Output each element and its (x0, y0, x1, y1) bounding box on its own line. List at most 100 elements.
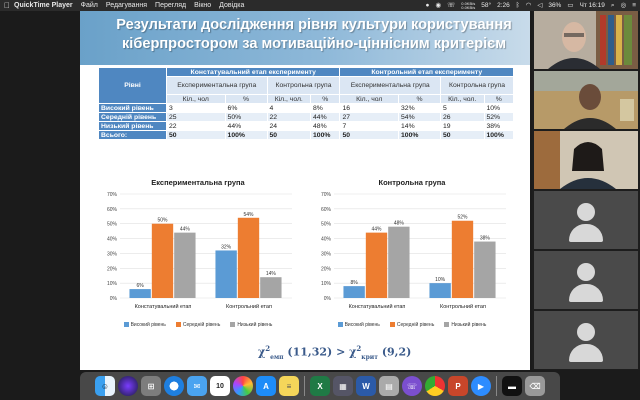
chart-experimental: Експериментальна група 0% 10% 20% 30% 40% 50%… (98, 178, 298, 328)
bar-low (260, 277, 282, 298)
legend-label: Високий рівень (344, 322, 380, 328)
y-tick-label: 60% (321, 207, 332, 213)
word-icon[interactable]: W (356, 376, 376, 396)
legend-item: Середній рівень (175, 322, 220, 328)
trash-icon[interactable]: ⌫ (525, 376, 545, 396)
data-label: 14% (266, 271, 277, 277)
data-label: 44% (371, 227, 382, 233)
menu-window[interactable]: Вікно (194, 2, 212, 9)
table-row: Середній рівень 25 50% 22 44% 27 54% 26 52% (98, 112, 514, 122)
avatar-placeholder-icon (577, 323, 595, 341)
y-tick-label: 0% (110, 296, 118, 302)
mail-icon[interactable]: ✉ (187, 376, 207, 396)
y-tick-label: 60% (107, 207, 118, 213)
presentation-slide: Результати дослідження рівня культури ко… (80, 11, 530, 370)
bar-low (474, 241, 496, 298)
siri-icon[interactable] (118, 376, 138, 396)
y-tick-label: 50% (107, 222, 118, 228)
table-row: Низький рівень 22 44% 24 48% 7 14% 19 38% (98, 121, 514, 131)
menu-help[interactable]: Довідка (219, 2, 245, 9)
participant-video-4[interactable] (534, 191, 638, 249)
results-table: Рівні Констатувальний етап експерименту … (98, 67, 515, 140)
terminal-icon[interactable]: ▬ (502, 376, 522, 396)
chart-control: Контрольна група 0% 10% 20% 30% 40% 50% 60% 70%… (312, 178, 512, 328)
menu-view[interactable]: Перегляд (155, 2, 187, 9)
y-tick-label: 30% (321, 251, 332, 257)
menu-edit[interactable]: Редагування (105, 2, 148, 9)
chi-square-formula: χ2емп (11,32) > χ2крит (9,2) (258, 344, 412, 361)
participant-video-2[interactable] (534, 71, 638, 129)
stage2-header: Контрольний етап експерименту (339, 67, 514, 77)
x-category-label: Контрольний етап (440, 303, 486, 310)
clock[interactable]: Чт 16:19 (579, 2, 605, 9)
y-tick-label: 20% (107, 266, 118, 272)
data-label: 44% (180, 227, 191, 233)
safari-icon[interactable] (164, 376, 184, 396)
control-center-icon[interactable]: ≡ (632, 2, 636, 9)
participant-1-image (534, 11, 638, 69)
y-tick-label: 10% (321, 281, 332, 287)
timer: 2:26 (497, 2, 510, 9)
y-tick-label: 20% (321, 266, 332, 272)
y-tick-label: 40% (321, 237, 332, 243)
bar-low (388, 226, 410, 298)
viber-icon[interactable]: ☏ (402, 376, 422, 396)
bar-high (429, 283, 451, 298)
launchpad-icon[interactable]: ⊞ (141, 376, 161, 396)
slide-header (80, 11, 530, 65)
finder-icon[interactable]: ☺ (95, 376, 115, 396)
menu-file[interactable]: Файл (80, 2, 98, 9)
stage2-ctrl-group: Контрольна група (439, 76, 515, 95)
y-tick-label: 0% (324, 296, 332, 302)
col-pct: % (224, 94, 268, 104)
zoom-status-icon[interactable]: ● (425, 2, 430, 9)
bar-medium (365, 232, 388, 298)
participant-video-1[interactable] (534, 11, 638, 69)
legend-swatch (123, 322, 129, 328)
participant-video-6[interactable] (534, 311, 638, 369)
stage1-header: Констатувальний етап експерименту (165, 67, 341, 77)
legend-label: Високий рівень (130, 322, 166, 328)
chart-legend: Високий рівень Середній рівень Низький рів… (98, 322, 298, 328)
chart-title: Експериментальна група (151, 178, 245, 187)
appstore-icon[interactable]: A (256, 376, 276, 396)
excel-icon[interactable]: X (310, 376, 330, 396)
col-count: Кіл., чол (166, 94, 226, 104)
x-category-label: Констатувальний етап (135, 303, 192, 310)
volume-icon[interactable]: ◁ (537, 2, 543, 9)
battery-icon[interactable]: ▭ (567, 2, 574, 9)
table-row: Високий рівень 3 6% 4 8% 16 32% 5 10% (98, 103, 514, 113)
siri-menu-icon[interactable]: ◎ (620, 2, 627, 9)
participant-video-3[interactable] (534, 131, 638, 189)
app-menu[interactable]: QuickTime Player (14, 2, 73, 9)
gallery-icon[interactable]: ▦ (333, 376, 353, 396)
calendar-icon[interactable]: 10 (210, 376, 230, 396)
chart-title: Контрольна група (378, 178, 446, 187)
legend-swatch (175, 322, 181, 328)
powerpoint-icon[interactable]: P (448, 376, 468, 396)
wifi-icon[interactable]: ◠ (525, 2, 532, 9)
network-speed: 0.0KB/s 0.0KB/s (461, 0, 476, 10)
data-label: 10% (435, 277, 446, 283)
chrome-icon[interactable] (425, 376, 445, 396)
contacts-icon[interactable]: ▤ (379, 376, 399, 396)
photos-icon[interactable] (233, 376, 253, 396)
levels-header: Рівні (98, 67, 167, 104)
bluetooth-icon[interactable]: ᛒ (515, 2, 520, 9)
zoom-icon[interactable]: ▶ (471, 376, 491, 396)
notes-icon[interactable]: ≡ (279, 376, 299, 396)
apple-menu-icon[interactable]:  (0, 0, 14, 11)
viber-status-icon[interactable]: ☏ (447, 2, 456, 9)
participant-video-5[interactable] (534, 251, 638, 309)
participant-3-image (534, 131, 638, 189)
bar-high (343, 286, 365, 298)
bar-medium (151, 223, 174, 298)
legend-swatch (230, 322, 236, 328)
y-tick-label: 70% (321, 192, 332, 198)
dock: ☺ ⊞ ✉ 10 A ≡ X ▦ W ▤ ☏ P ▶ ▬ ⌫ (80, 372, 560, 400)
legend-label: Низький рівень (451, 322, 487, 328)
search-icon[interactable]: ⌕ (610, 2, 615, 9)
bar-high (129, 289, 151, 298)
record-icon[interactable]: ◉ (435, 2, 442, 9)
